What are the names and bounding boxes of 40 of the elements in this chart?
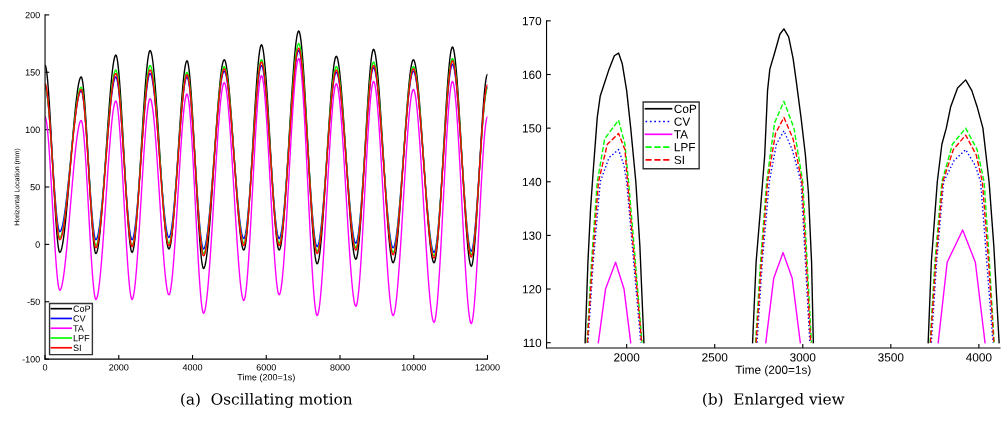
x-axis-title: Time (200=1s) — [237, 373, 295, 383]
y-tick-label: 140 — [522, 177, 542, 187]
x-tick-label: 3000 — [790, 353, 816, 362]
x-tick-label: 4000 — [182, 364, 203, 371]
legend-label: TA — [674, 130, 689, 139]
legend-label: CoP — [73, 305, 91, 312]
y-tick-label: 130 — [522, 231, 542, 240]
text: (b) Enlarged view — [703, 392, 845, 408]
x-tick-label: 2000 — [614, 353, 640, 362]
y-tick-label: 150 — [25, 69, 40, 76]
legend-label: LPF — [674, 143, 696, 152]
y-tick-label: 0 — [35, 241, 40, 248]
y-tick-label: -100 — [22, 356, 40, 363]
y-tick-label: 120 — [522, 285, 542, 294]
x-tick-label: 10000 — [401, 364, 426, 371]
y-tick-label: 50 — [30, 183, 40, 191]
x-tick-label: 12000 — [475, 364, 500, 371]
text: (a) Oscillating motion — [181, 392, 353, 408]
x-tick-label: 4000 — [966, 353, 992, 362]
x-tick-label: 2500 — [702, 353, 728, 362]
x-tick-label: 3500 — [878, 353, 904, 362]
y-tick-label: 170 — [522, 16, 542, 26]
legend-label: CoP — [674, 104, 697, 113]
x-tick-label: 2000 — [109, 364, 129, 371]
x-tick-label: 6000 — [256, 364, 276, 371]
y-tick-label: 200 — [25, 11, 40, 19]
y-tick-label: -50 — [27, 298, 40, 306]
x-tick-label: 0 — [42, 364, 48, 371]
legend-label: SI — [73, 344, 81, 352]
legend-label: TA — [73, 325, 84, 332]
legend-label: CV — [674, 117, 691, 126]
y-tick-label: 150 — [522, 124, 542, 133]
legend-label: LPF — [73, 334, 90, 342]
x-axis-title: Time (200=1s) — [735, 365, 811, 377]
y-tick-label: 160 — [522, 70, 542, 79]
x-tick-label: 8000 — [330, 364, 350, 371]
legend-label: CV — [73, 315, 86, 322]
y-tick-label: 110 — [523, 338, 542, 348]
y-tick-label: 100 — [25, 126, 40, 134]
legend-label: SI — [674, 155, 684, 165]
